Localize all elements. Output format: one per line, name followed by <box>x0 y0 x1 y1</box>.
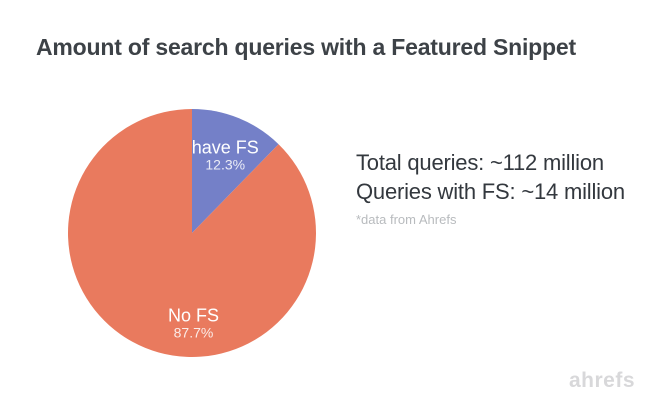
chart-title: Amount of search queries with a Featured… <box>36 34 576 60</box>
ahrefs-watermark: ahrefs <box>568 369 635 392</box>
pie-slice-have-fs <box>192 109 279 233</box>
stats-block: Total queries: ~112 million Queries with… <box>356 148 625 227</box>
pie-chart: have FS 12.3% No FS 87.7% <box>67 108 317 358</box>
stat-total-queries: Total queries: ~112 million <box>356 150 604 175</box>
data-source-footnote: *data from Ahrefs <box>356 212 457 227</box>
pie-svg <box>67 109 316 357</box>
pie-slice-no-fs <box>67 109 316 357</box>
stat-queries-with-fs: Queries with FS: ~14 million <box>356 179 625 204</box>
